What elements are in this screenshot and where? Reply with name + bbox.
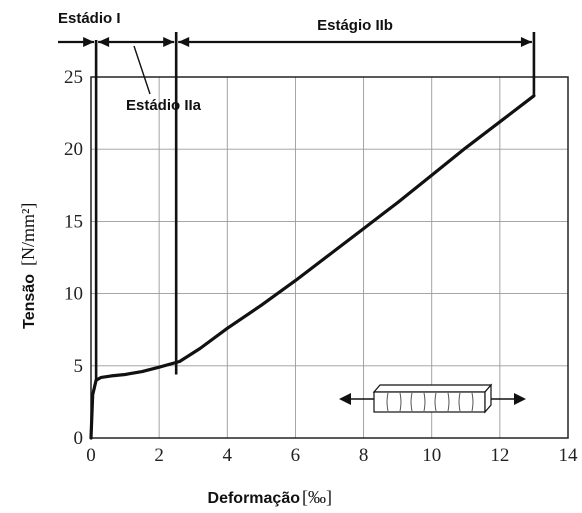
plot-frame (90, 76, 569, 439)
tension-specimen-icon (339, 383, 526, 414)
stage-IIb-arrow-head (178, 37, 190, 47)
y-axis-unit: [N/mm²] (18, 203, 38, 266)
stage-IIb-arrow-head (520, 37, 532, 47)
x-tick-label: 10 (422, 445, 441, 466)
x-tick-label: 2 (154, 445, 164, 466)
stress-strain-curve (89, 94, 536, 440)
y-tick-label: 25 (64, 67, 83, 88)
stage-IIa-label: Estádio IIa (126, 97, 202, 114)
y-tick-label: 20 (64, 139, 83, 160)
x-tick-label: 6 (291, 445, 301, 466)
x-tick-label: 0 (86, 445, 96, 466)
x-axis-label: Deformação (208, 490, 301, 507)
y-tick-labels: 0 5 10 15 20 25 (64, 67, 83, 449)
x-tick-label: 12 (490, 445, 509, 466)
y-axis-label: Tensão (21, 274, 38, 329)
x-tick-label: 8 (359, 445, 369, 466)
stage-IIb-label: Estágio IIb (317, 17, 393, 34)
x-tick-labels: 0 2 4 6 8 10 12 14 (86, 445, 578, 466)
y-tick-label: 15 (64, 211, 83, 232)
stage-IIa-leader-line (133, 45, 151, 95)
x-axis-unit: [‰] (302, 487, 332, 507)
x-tick-label: 14 (559, 445, 579, 466)
y-tick-label: 5 (74, 356, 84, 377)
stage-I-label: Estádio I (58, 10, 121, 27)
grid (90, 76, 569, 439)
stage-IIa-arrow-head (163, 37, 175, 47)
stage-IIa-arrow-head (98, 37, 110, 47)
stage-I-arrow-head (83, 37, 95, 47)
stage-markers: Estádio I Estádio IIa Estágio IIb (58, 10, 536, 381)
x-tick-label: 4 (223, 445, 233, 466)
y-tick-label: 10 (64, 284, 83, 305)
y-tick-label: 0 (74, 428, 84, 449)
